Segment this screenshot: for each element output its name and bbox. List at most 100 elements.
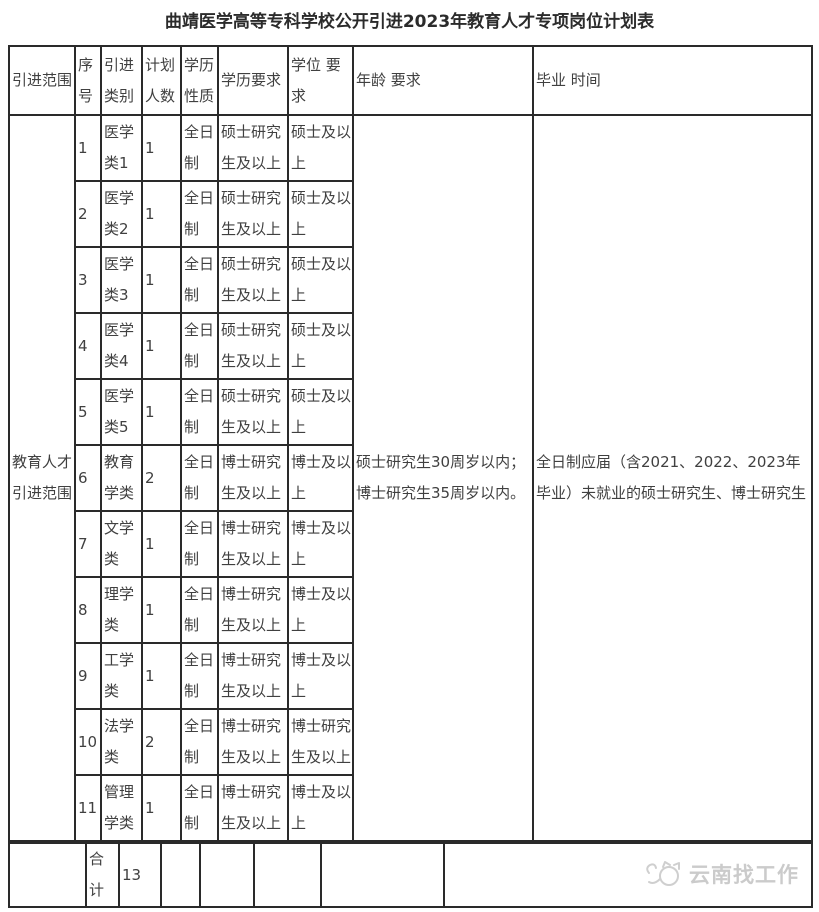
col-header-no: 序号 bbox=[74, 45, 102, 116]
education-cell: 博士研究生及以上 bbox=[217, 510, 289, 578]
no-cell: 7 bbox=[74, 510, 102, 578]
degree-cell: 硕士及以上 bbox=[287, 180, 354, 248]
total-row: 合计 13 云南找工作 bbox=[8, 842, 813, 908]
page-title: 曲靖医学高等专科学校公开引进2023年教育人才专项岗位计划表 bbox=[164, 12, 655, 32]
table-row: 3 医学类3 1 全日制 硕士研究生及以上 硕士及以上 bbox=[9, 246, 812, 314]
nature-cell: 全日制 bbox=[180, 246, 219, 314]
table-row: 8 理学类 1 全日制 博士研究生及以上 博士及以上 bbox=[9, 576, 812, 644]
col-header-scope: 引进范围 bbox=[8, 45, 76, 116]
graduation-time-cell: 全日制应届（含2021、2022、2023年毕业）未就业的硕士研究生、博士研究生 bbox=[532, 114, 813, 842]
degree-cell: 博士及以上 bbox=[287, 444, 354, 512]
education-cell: 博士研究生及以上 bbox=[217, 774, 289, 842]
table-row: 11 管理学类 1 全日制 博士研究生及以上 博士及以上 bbox=[9, 774, 812, 842]
age-requirement-cell: 硕士研究生30周岁以内；博士研究生35周岁以内。 bbox=[352, 114, 534, 842]
col-header-category: 引进类别 bbox=[100, 45, 143, 116]
total-row-empty-cell bbox=[160, 842, 201, 908]
table-row: 教育人才引进范围 1 医学类1 1 全日制 硕士研究生及以上 硕士及以上 硕士研… bbox=[8, 114, 813, 842]
total-row-empty-cell bbox=[320, 842, 445, 908]
total-value-cell: 13 bbox=[118, 842, 162, 908]
col-header-nature: 学历性质 bbox=[180, 45, 219, 116]
education-cell: 硕士研究生及以上 bbox=[217, 378, 289, 446]
table-row: 6 教育学类 2 全日制 博士研究生及以上 博士及以上 bbox=[9, 444, 812, 512]
education-cell: 硕士研究生及以上 bbox=[217, 114, 289, 182]
degree-cell: 博士及以上 bbox=[287, 576, 354, 644]
education-cell: 硕士研究生及以上 bbox=[217, 180, 289, 248]
nature-cell: 全日制 bbox=[180, 444, 219, 512]
category-cell: 法学类 bbox=[100, 708, 143, 776]
category-cell: 医学类5 bbox=[100, 378, 143, 446]
category-cell: 工学类 bbox=[100, 642, 143, 710]
table-header-row: 引进范围 序号 引进类别 计划人数 学历性质 学历要求 学位 要求 年龄 要求 … bbox=[8, 45, 813, 116]
category-cell: 教育学类 bbox=[100, 444, 143, 512]
total-row-empty-cell bbox=[199, 842, 255, 908]
nature-cell: 全日制 bbox=[180, 576, 219, 644]
category-cell: 医学类3 bbox=[100, 246, 143, 314]
col-header-count: 计划人数 bbox=[141, 45, 182, 116]
degree-cell: 硕士及以上 bbox=[287, 312, 354, 380]
count-cell: 1 bbox=[141, 378, 182, 446]
nature-cell: 全日制 bbox=[180, 708, 219, 776]
category-cell: 文学类 bbox=[100, 510, 143, 578]
total-row-logo-cell: 云南找工作 bbox=[443, 842, 813, 908]
count-cell: 1 bbox=[141, 114, 182, 182]
table-row: 10 法学类 2 全日制 博士研究生及以上 博士研究生及以上 bbox=[9, 708, 812, 776]
table-row: 9 工学类 1 全日制 博士研究生及以上 博士及以上 bbox=[9, 642, 812, 710]
count-cell: 1 bbox=[141, 774, 182, 842]
education-cell: 博士研究生及以上 bbox=[217, 708, 289, 776]
count-cell: 1 bbox=[141, 312, 182, 380]
no-cell: 4 bbox=[74, 312, 102, 380]
count-cell: 1 bbox=[141, 576, 182, 644]
nature-cell: 全日制 bbox=[180, 180, 219, 248]
no-cell: 6 bbox=[74, 444, 102, 512]
total-row-empty-cell bbox=[253, 842, 322, 908]
category-cell: 医学类4 bbox=[100, 312, 143, 380]
no-cell: 1 bbox=[74, 114, 102, 182]
education-cell: 硕士研究生及以上 bbox=[217, 246, 289, 314]
count-cell: 1 bbox=[141, 246, 182, 314]
no-cell: 11 bbox=[74, 774, 102, 842]
col-header-degree: 学位 要求 bbox=[287, 45, 354, 116]
no-cell: 2 bbox=[74, 180, 102, 248]
category-cell: 理学类 bbox=[100, 576, 143, 644]
watermark-logo: 云南找工作 bbox=[643, 859, 799, 891]
degree-cell: 博士及以上 bbox=[287, 642, 354, 710]
watermark-text: 云南找工作 bbox=[689, 862, 799, 887]
recruitment-plan-table: 引进范围 序号 引进类别 计划人数 学历性质 学历要求 学位 要求 年龄 要求 … bbox=[8, 45, 813, 842]
table-row: 4 医学类4 1 全日制 硕士研究生及以上 硕士及以上 bbox=[9, 312, 812, 380]
education-cell: 博士研究生及以上 bbox=[217, 576, 289, 644]
count-cell: 2 bbox=[141, 708, 182, 776]
degree-cell: 博士及以上 bbox=[287, 774, 354, 842]
table-row: 2 医学类2 1 全日制 硕士研究生及以上 硕士及以上 bbox=[9, 180, 812, 248]
count-cell: 1 bbox=[141, 180, 182, 248]
total-row-spacer bbox=[8, 842, 87, 908]
total-row-table: 合计 13 云南找工作 bbox=[8, 842, 813, 908]
no-cell: 5 bbox=[74, 378, 102, 446]
degree-cell: 硕士及以上 bbox=[287, 246, 354, 314]
category-cell: 管理学类 bbox=[100, 774, 143, 842]
nature-cell: 全日制 bbox=[180, 642, 219, 710]
count-cell: 1 bbox=[141, 642, 182, 710]
education-cell: 博士研究生及以上 bbox=[217, 444, 289, 512]
education-cell: 硕士研究生及以上 bbox=[217, 312, 289, 380]
no-cell: 8 bbox=[74, 576, 102, 644]
nature-cell: 全日制 bbox=[180, 774, 219, 842]
col-header-graduation: 毕业 时间 bbox=[532, 45, 813, 116]
degree-cell: 硕士及以上 bbox=[287, 378, 354, 446]
category-cell: 医学类1 bbox=[100, 114, 143, 182]
cat-logo-icon bbox=[643, 859, 683, 891]
count-cell: 2 bbox=[141, 444, 182, 512]
scope-cell: 教育人才引进范围 bbox=[8, 114, 76, 842]
degree-cell: 博士研究生及以上 bbox=[287, 708, 354, 776]
table-row: 7 文学类 1 全日制 博士研究生及以上 博士及以上 bbox=[9, 510, 812, 578]
category-cell: 医学类2 bbox=[100, 180, 143, 248]
total-label-cell: 合计 bbox=[85, 842, 120, 908]
nature-cell: 全日制 bbox=[180, 378, 219, 446]
table-row: 5 医学类5 1 全日制 硕士研究生及以上 硕士及以上 bbox=[9, 378, 812, 446]
no-cell: 10 bbox=[74, 708, 102, 776]
col-header-education: 学历要求 bbox=[217, 45, 289, 116]
degree-cell: 博士及以上 bbox=[287, 510, 354, 578]
no-cell: 9 bbox=[74, 642, 102, 710]
nature-cell: 全日制 bbox=[180, 114, 219, 182]
nature-cell: 全日制 bbox=[180, 510, 219, 578]
